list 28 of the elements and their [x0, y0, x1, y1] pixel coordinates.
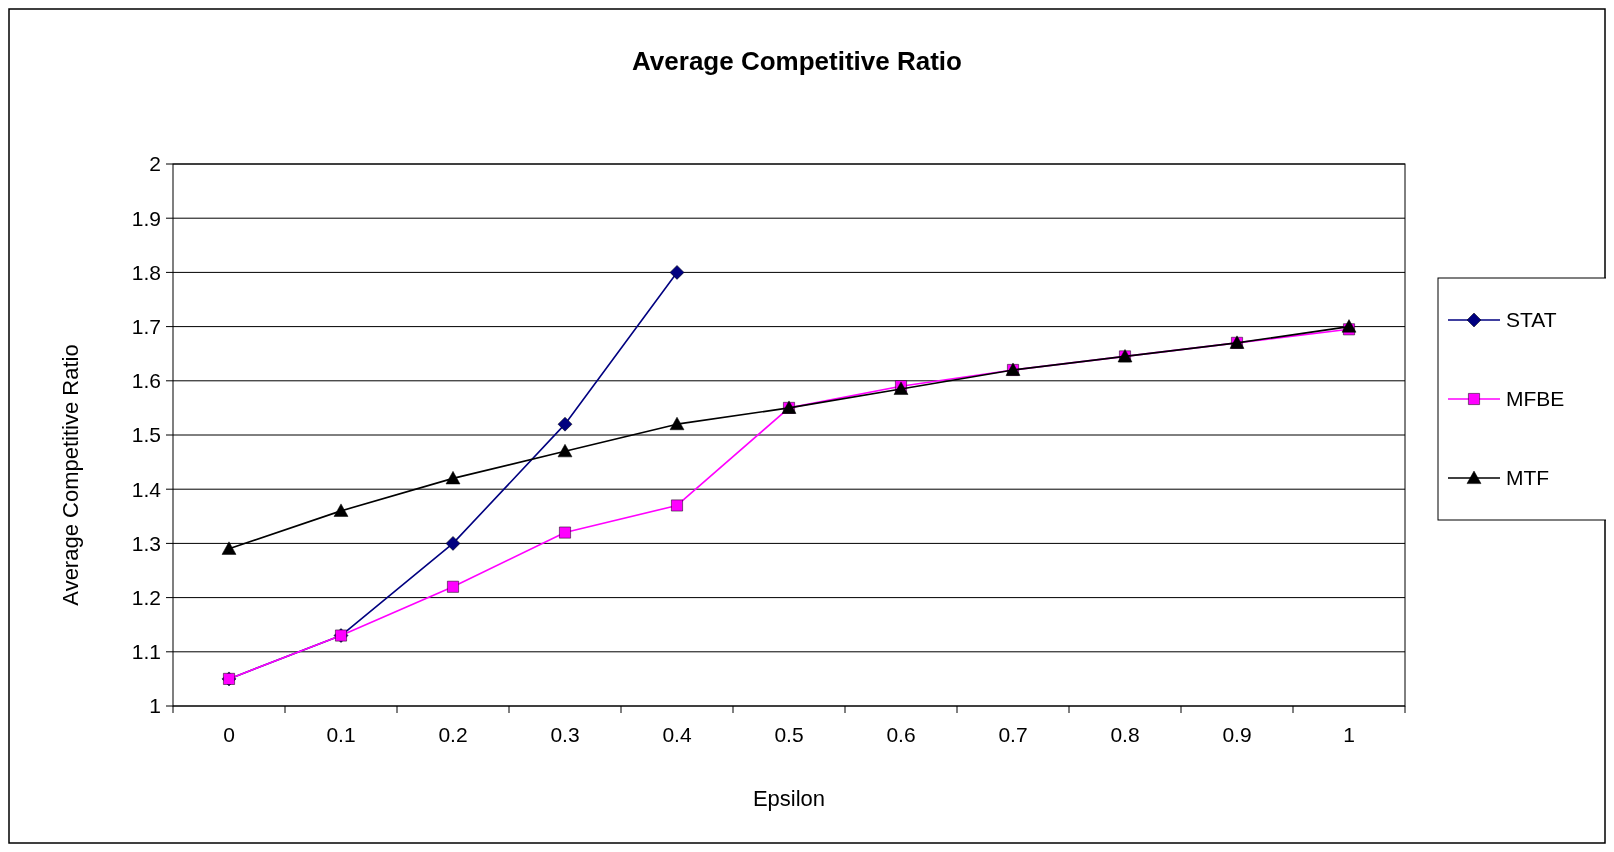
y-axis-title: Average Competitive Ratio — [58, 344, 83, 606]
x-tick-label: 0.5 — [774, 723, 804, 746]
y-tick-label: 1.5 — [131, 423, 161, 447]
x-tick-label: 0 — [223, 723, 235, 746]
legend-label: MTF — [1506, 466, 1550, 490]
y-tick-label: 1.1 — [131, 640, 161, 664]
x-tick-label: 1 — [1343, 723, 1355, 746]
x-tick-label: 0.1 — [326, 723, 356, 746]
x-tick-label: 0.3 — [550, 723, 580, 746]
x-tick-label: 0.9 — [1222, 723, 1252, 746]
x-tick-label: 0.2 — [438, 723, 468, 746]
y-tick-label: 1.8 — [131, 260, 161, 284]
legend-label: MFBE — [1506, 387, 1565, 411]
x-tick-label: 0.7 — [998, 723, 1028, 746]
x-tick-label: 0.8 — [1110, 723, 1140, 746]
y-tick-label: 1 — [149, 694, 161, 718]
chart-title: Average Competitive Ratio — [632, 46, 962, 76]
y-tick-label: 1.6 — [131, 369, 161, 393]
y-tick-label: 1.2 — [131, 585, 161, 609]
y-tick-label: 1.3 — [131, 531, 161, 555]
y-tick-label: 1.7 — [131, 314, 161, 338]
x-tick-label: 0.6 — [886, 723, 916, 746]
y-tick-label: 1.9 — [131, 206, 161, 230]
x-tick-label: 0.4 — [662, 723, 692, 746]
y-tick-label: 2 — [149, 152, 161, 176]
x-axis-title: Epsilon — [752, 786, 826, 811]
y-tick-label: 1.4 — [131, 477, 162, 501]
legend-label: STAT — [1506, 308, 1557, 332]
